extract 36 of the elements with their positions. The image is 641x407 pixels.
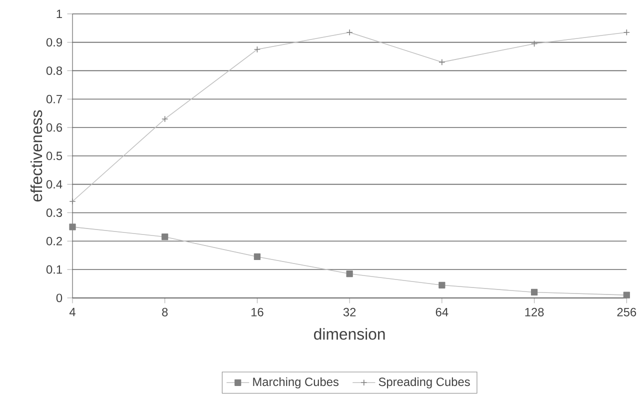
- point: [69, 224, 76, 230]
- point: [254, 46, 261, 53]
- y-tick-label: 0.6: [46, 123, 62, 132]
- y-axis-title: effectiveness: [30, 110, 42, 202]
- y-tick-label: 1: [56, 10, 62, 18]
- y-tick-label: 0.9: [46, 38, 62, 46]
- point: [346, 28, 353, 36]
- y-tick-label: 0.3: [46, 208, 62, 217]
- x-tick-label: 16: [252, 308, 264, 316]
- x-tick-label: 256: [617, 308, 636, 316]
- point: [530, 40, 538, 47]
- point: [623, 292, 630, 298]
- point: [623, 28, 630, 36]
- x-tick-label: 128: [525, 308, 544, 316]
- point: [438, 282, 446, 288]
- y-tick-label: 0.1: [46, 265, 62, 274]
- y-tick-label: 0: [56, 294, 62, 302]
- point: [162, 233, 168, 240]
- x-tick-label: 32: [343, 308, 356, 316]
- x-axis-title: dimension: [314, 328, 385, 340]
- point: [530, 288, 538, 296]
- y-tick-label: 0.5: [46, 152, 62, 160]
- point: [254, 253, 261, 260]
- point: [438, 58, 446, 66]
- y-tick-label: 0.7: [46, 94, 62, 104]
- y-tick-label: 0.4: [46, 180, 62, 188]
- point: [69, 198, 76, 205]
- x-tick-label: 4: [69, 308, 76, 316]
- legend-label: Marching Cubes: [253, 377, 339, 388]
- point: [162, 116, 168, 122]
- y-tick-label: 0.2: [46, 236, 62, 246]
- y-tick-label: 0.8: [46, 66, 62, 75]
- x-tick-label: 64: [436, 308, 448, 316]
- legend-label: Spreading Cubes: [378, 377, 470, 388]
- point: [346, 270, 353, 278]
- x-tick-label: 8: [162, 308, 168, 316]
